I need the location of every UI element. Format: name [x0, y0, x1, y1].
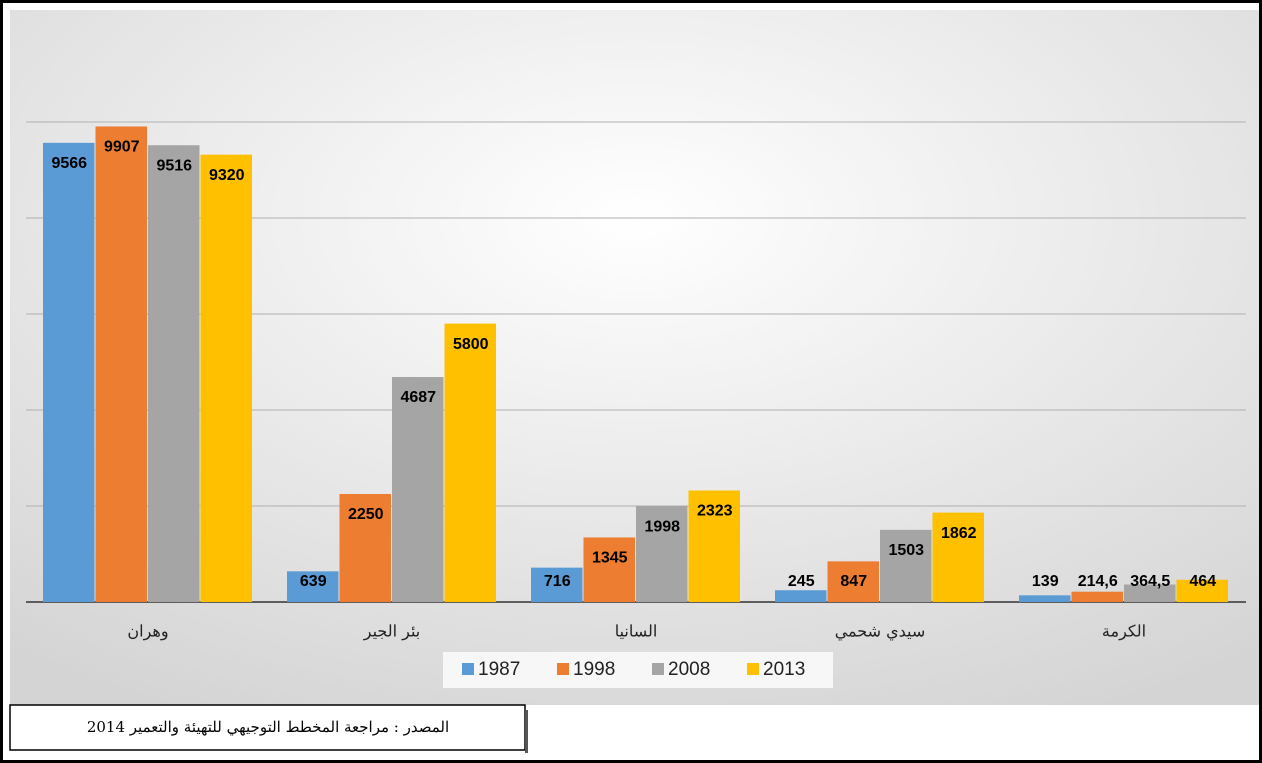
bar: [636, 506, 688, 602]
data-label: 2250: [348, 506, 384, 523]
data-label: 1998: [644, 518, 680, 535]
x-tick-label: سيدي شحمي: [835, 622, 926, 641]
data-label: 214,6: [1078, 573, 1118, 590]
bar: [444, 323, 496, 602]
legend-label: 1998: [573, 659, 615, 680]
data-label: 9566: [51, 155, 87, 172]
data-label: 364,5: [1130, 573, 1170, 590]
bar: [880, 529, 932, 602]
data-label: 464: [1189, 573, 1216, 590]
legend-swatch: [462, 663, 474, 675]
data-label: 9907: [104, 139, 140, 156]
data-label: 9516: [156, 157, 192, 174]
bar: [43, 142, 95, 602]
bar: [392, 377, 444, 602]
bar: [531, 567, 583, 602]
data-label: 1345: [592, 550, 628, 567]
legend-label: 2013: [763, 659, 805, 680]
x-tick-label: السانيا: [615, 622, 658, 641]
data-label: 847: [840, 573, 867, 590]
bar: [1124, 584, 1176, 602]
legend-swatch: [747, 663, 759, 675]
x-tick-label: الكرمة: [1102, 622, 1146, 641]
bar: [932, 512, 984, 602]
x-tick-label: وهران: [127, 622, 168, 641]
data-label: 716: [544, 573, 571, 590]
data-label: 2323: [697, 503, 733, 520]
bar: [688, 490, 740, 602]
bar: [1071, 591, 1123, 602]
bar: [287, 571, 339, 602]
bar: [1019, 595, 1071, 602]
data-label: 9320: [209, 167, 245, 184]
data-label: 1503: [888, 542, 924, 559]
legend-swatch: [652, 663, 664, 675]
data-label: 639: [300, 573, 327, 590]
source-shadow: [525, 710, 528, 753]
legend-label: 1987: [478, 659, 520, 680]
bar: [148, 145, 200, 602]
bar: [583, 537, 635, 602]
data-label: 139: [1032, 573, 1059, 590]
bar: [200, 154, 252, 602]
legend-swatch: [557, 663, 569, 675]
data-label: 245: [788, 573, 815, 590]
legend-box: [443, 652, 833, 688]
bar: [95, 126, 147, 603]
bar: [339, 494, 391, 602]
source: المصدر : مراجعة المخطط التوجيهي للتهيئة …: [87, 718, 449, 736]
bar: [827, 561, 879, 602]
x-tick-label: بئر الجير: [363, 622, 421, 641]
data-label: 5800: [453, 336, 489, 353]
legend-label: 2008: [668, 659, 710, 680]
data-label: 4687: [400, 389, 436, 406]
data-label: 1862: [941, 525, 977, 542]
bar: [775, 590, 827, 602]
bar: [1176, 579, 1228, 602]
